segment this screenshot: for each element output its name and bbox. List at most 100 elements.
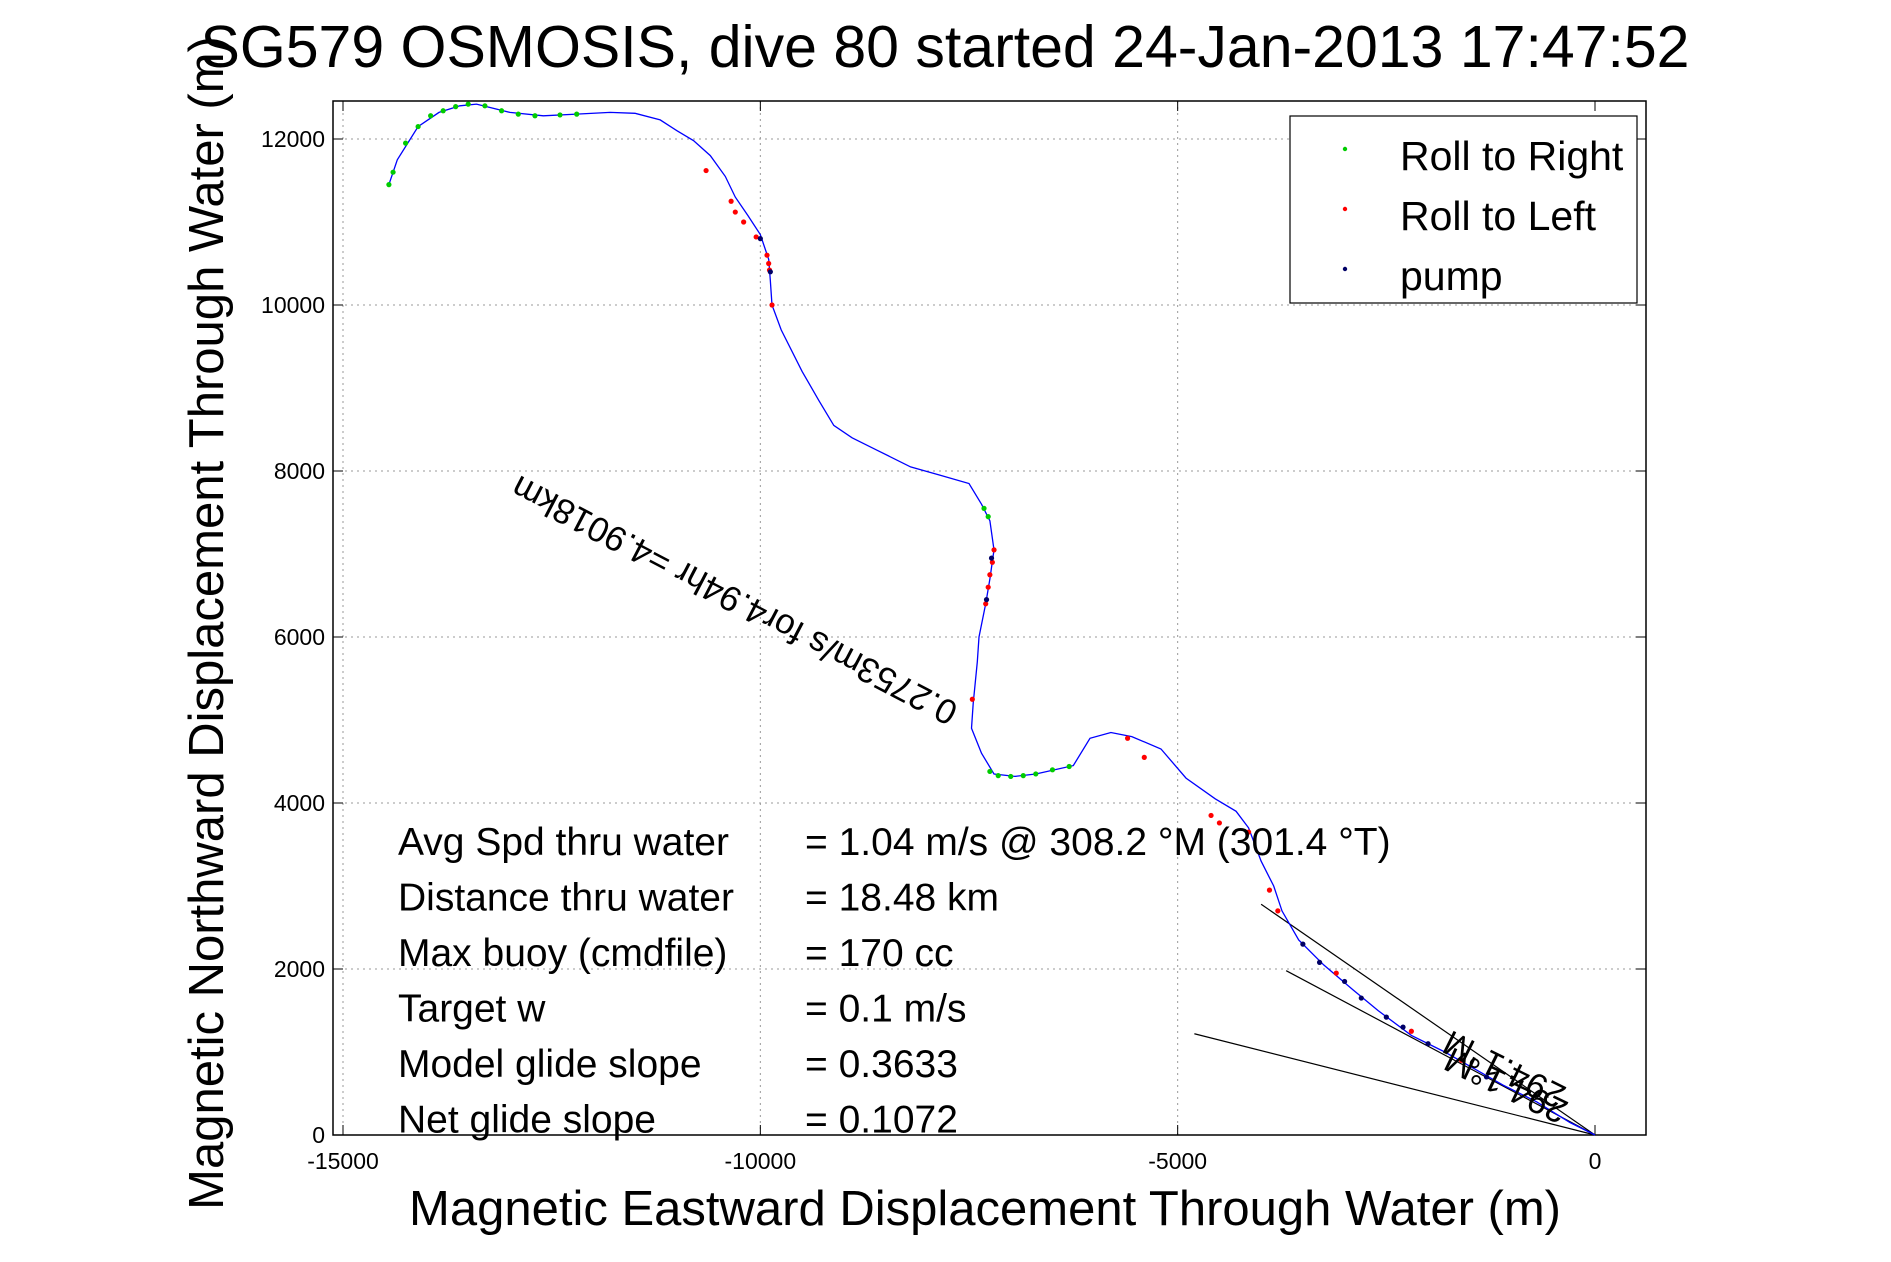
x-axis-ticks: -15000 -10000 -5000 0 <box>307 101 1601 1174</box>
y-tick-label: 2000 <box>274 956 325 982</box>
marker-roll-to-left <box>987 572 993 578</box>
stat-value: = 0.1 m/s <box>805 988 966 1031</box>
legend-box <box>1289 115 1638 304</box>
marker-roll-to-right <box>985 514 991 520</box>
chart-title: SG579 OSMOSIS, dive 80 started 24-Jan-20… <box>200 14 1689 80</box>
marker-roll-to-right <box>1008 773 1014 780</box>
current-vector-line <box>1260 903 1596 1136</box>
grid <box>333 101 1646 1135</box>
stat-label: Net glide slope <box>398 1099 656 1142</box>
marker-roll-to-left <box>989 559 995 565</box>
marker-roll-to-right <box>995 773 1001 779</box>
marker-roll-to-left <box>969 696 975 702</box>
marker-roll-to-right <box>981 505 987 511</box>
legend-label-roll-to-right: Roll to Right <box>1400 133 1624 179</box>
y-tick-label: 0 <box>312 1122 325 1148</box>
current-label: 0.2753m/s for4.94hr =4.9018km <box>505 468 964 733</box>
stat-label: Max buoy (cmdfile) <box>398 932 727 975</box>
legend: Roll to Right Roll to Left pump <box>1289 115 1638 304</box>
legend-swatch-pump <box>1342 266 1348 272</box>
x-tick-label: -10000 <box>725 1148 797 1174</box>
marker-pump <box>1483 1074 1490 1080</box>
y-tick-label: 4000 <box>274 790 325 816</box>
marker-roll-to-right <box>515 111 521 117</box>
marker-roll-to-left <box>1124 735 1131 741</box>
marker-roll-to-left <box>1458 1057 1465 1063</box>
marker-roll-to-left <box>703 167 709 174</box>
marker-roll-to-right <box>1049 767 1056 773</box>
marker-roll-to-right <box>498 108 505 114</box>
marker-roll-to-left <box>983 601 989 607</box>
marker-roll-to-left <box>1333 970 1339 976</box>
stat-label: Target w <box>398 988 546 1031</box>
stats-block: Avg Spd thru water = 1.04 m/s @ 308.2 °M … <box>398 821 1391 1142</box>
series-markers <box>386 101 1490 1080</box>
marker-pump <box>757 236 763 242</box>
marker-roll-to-right <box>1066 763 1072 770</box>
marker-roll-to-left <box>764 252 770 258</box>
legend-label-roll-to-left: Roll to Left <box>1400 193 1597 239</box>
marker-roll-to-right <box>428 113 434 119</box>
legend-items: Roll to Right Roll to Left pump <box>1342 133 1624 299</box>
y-tick-label: 12000 <box>261 126 325 152</box>
current-vector-line <box>1194 1033 1596 1136</box>
marker-roll-to-right <box>557 112 563 118</box>
marker-roll-to-left <box>1141 754 1147 760</box>
y-tick-label: 10000 <box>261 292 325 318</box>
marker-roll-to-right <box>482 103 488 109</box>
marker-roll-to-left <box>1246 829 1252 835</box>
y-tick-label: 8000 <box>274 458 325 484</box>
plot-area-frame <box>332 100 1647 1136</box>
stat-label: Avg Spd thru water <box>398 821 729 864</box>
marker-roll-to-left <box>1266 887 1273 893</box>
marker-roll-to-right <box>1020 773 1026 779</box>
stat-label: Model glide slope <box>398 1043 702 1086</box>
marker-roll-to-left <box>741 219 747 225</box>
marker-roll-to-left <box>753 234 759 240</box>
marker-roll-to-right <box>453 104 459 110</box>
marker-roll-to-right <box>1033 771 1039 777</box>
current-vectors <box>1194 903 1596 1136</box>
legend-swatch-roll-to-left <box>1342 206 1348 212</box>
marker-pump <box>983 597 990 603</box>
marker-roll-to-right <box>390 169 396 175</box>
marker-pump <box>1383 1014 1389 1020</box>
legend-swatch-roll-to-right <box>1342 146 1348 152</box>
marker-roll-to-left <box>769 302 775 308</box>
stat-value: = 0.1072 <box>805 1099 958 1142</box>
marker-pump <box>1300 941 1306 947</box>
marker-roll-to-left <box>728 198 734 204</box>
x-tick-label: -15000 <box>307 1148 379 1174</box>
stat-value: = 170 cc <box>805 932 954 975</box>
legend-label-pump: pump <box>1400 253 1503 299</box>
y-axis-ticks: 0 2000 4000 6000 8000 10000 12000 <box>261 126 1646 1148</box>
x-tick-label: 0 <box>1589 1148 1602 1174</box>
marker-roll-to-right <box>465 101 471 107</box>
marker-pump <box>1425 1041 1431 1047</box>
marker-pump <box>988 555 995 561</box>
marker-roll-to-left <box>1208 812 1214 819</box>
marker-roll-to-right <box>403 140 409 146</box>
marker-pump <box>1342 978 1348 985</box>
x-axis-label: Magnetic Eastward Displacement Through W… <box>409 1182 1561 1236</box>
marker-pump <box>1400 1024 1406 1030</box>
marker-roll-to-left <box>991 547 997 553</box>
stat-value: = 0.3633 <box>805 1043 958 1086</box>
marker-roll-to-left <box>766 260 772 267</box>
marker-roll-to-left <box>732 209 738 215</box>
current-vector-line <box>1285 970 1596 1136</box>
marker-pump <box>1358 995 1364 1001</box>
y-axis-label: Magnetic Northward Displacement Through … <box>180 36 234 1210</box>
marker-roll-to-right <box>574 111 580 117</box>
marker-roll-to-right <box>532 113 538 119</box>
marker-roll-to-right <box>415 123 421 130</box>
marker-roll-to-right <box>386 182 392 188</box>
stat-value: = 18.48 km <box>805 877 999 920</box>
stat-label: Distance thru water <box>398 877 734 920</box>
marker-roll-to-left <box>1408 1028 1414 1034</box>
marker-roll-to-left <box>1216 820 1222 826</box>
stat-value: = 1.04 m/s @ 308.2 °M (301.4 °T) <box>805 821 1391 864</box>
marker-roll-to-right <box>440 108 446 114</box>
marker-pump <box>767 269 773 275</box>
marker-roll-to-right <box>987 768 993 775</box>
